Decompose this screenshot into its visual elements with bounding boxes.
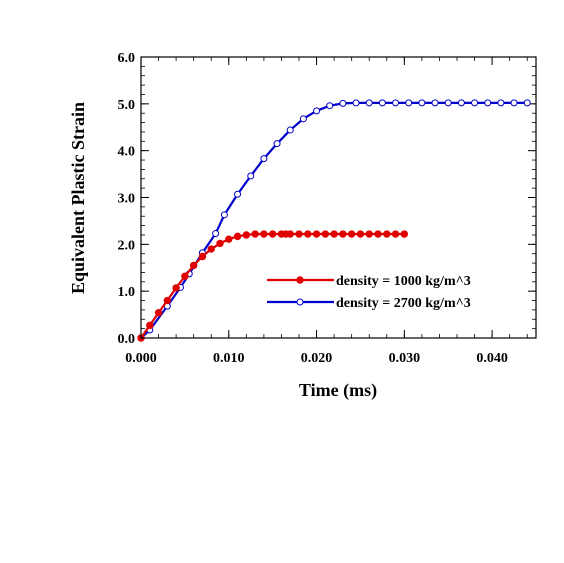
data-point [356,230,365,238]
data-point [299,115,307,123]
data-point [163,296,172,305]
legend-item: density = 2700 kg/m^3 [267,296,471,311]
data-point [251,230,259,238]
data-point [233,232,242,241]
data-point [330,230,338,238]
x-tick-label: 0.000 [125,351,157,366]
data-point [510,99,518,107]
data-point [326,102,334,110]
y-tick-label: 6.0 [118,51,136,66]
data-point [339,99,347,107]
data-point [207,245,215,253]
data-point [146,321,154,330]
legend-swatch-marker [296,276,304,284]
y-tick-label: 5.0 [118,98,136,113]
legend-label: density = 1000 kg/m^3 [336,274,471,289]
data-point [234,190,242,198]
data-point [339,230,347,238]
data-point [378,99,386,107]
x-tick-label: 0.010 [213,351,245,366]
data-point [225,235,233,243]
y-tick-label: 4.0 [118,145,136,160]
x-axis-label: Time (ms) [299,380,377,401]
data-point [405,99,413,107]
legend-item: density = 1000 kg/m^3 [267,274,471,289]
series-2 [137,99,531,342]
data-point [484,99,492,107]
data-point [391,230,400,238]
data-point [286,230,294,238]
data-point [304,230,312,238]
data-point [321,230,330,238]
data-point [295,230,303,238]
data-point [260,230,268,238]
data-point [497,99,505,107]
data-point [365,99,373,107]
series-layer [137,99,531,342]
axis-ticks [140,56,536,339]
data-point [242,231,251,239]
data-point [347,230,356,238]
data-point [431,99,439,107]
data-point [471,99,479,107]
y-tick-label: 1.0 [118,285,136,300]
data-point [273,140,281,148]
legend-label: density = 2700 kg/m^3 [336,296,471,311]
data-point [198,252,207,261]
y-axis-label: Equivalent Plastic Strain [68,102,88,294]
data-point [247,172,255,180]
data-point [216,239,224,248]
data-point [220,211,228,219]
data-point [444,99,452,107]
legend-swatch-marker [296,298,304,306]
data-point [418,99,426,107]
data-point [189,261,198,270]
y-tick-label: 0.0 [118,332,136,347]
x-tick-label: 0.020 [301,351,333,366]
data-point [260,155,268,163]
legend: density = 1000 kg/m^3 density = 2700 kg/m… [267,274,471,311]
data-point [181,272,189,280]
data-point [365,230,373,238]
data-point [383,230,391,238]
y-tick-label: 3.0 [118,192,136,207]
data-point [352,99,360,107]
data-point [172,284,180,292]
x-tick-label: 0.030 [389,351,421,366]
data-point [313,107,321,115]
series-1 [137,230,409,342]
data-point [268,230,277,238]
data-point [523,99,531,107]
data-point [154,309,163,317]
data-point [400,230,409,238]
data-point [457,99,465,107]
data-point [392,99,400,107]
y-tick-label: 2.0 [118,238,136,253]
tick-labels: 0.000 0.010 0.020 0.030 0.040 0.0 1.0 2.0 3.0 4.0… [118,51,508,366]
data-point [286,126,294,134]
plot-frame [140,56,537,339]
x-tick-label: 0.040 [476,351,508,366]
data-point [312,230,321,238]
data-point [212,230,220,238]
data-point [374,230,382,238]
